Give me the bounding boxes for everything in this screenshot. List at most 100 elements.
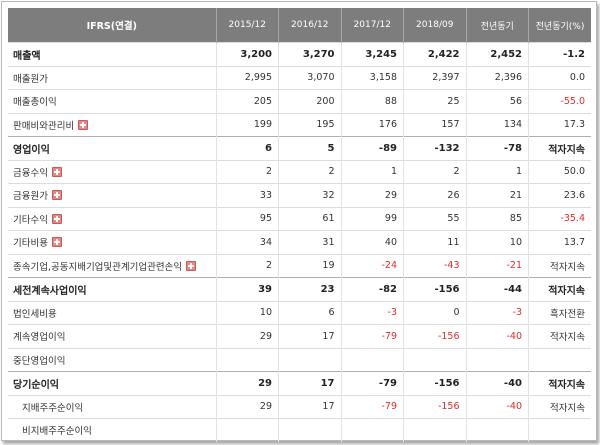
table-header-row: IFRS(연결) 2015/12 2016/12 2017/12 2018/09… xyxy=(8,8,591,43)
row-label: 기타비용 xyxy=(13,238,48,250)
value-cell: 34 xyxy=(215,230,279,254)
row-label: 당기순이익 xyxy=(13,379,59,391)
row-label: 지배주주순이익 xyxy=(22,402,84,414)
expand-plus-icon[interactable] xyxy=(186,260,197,271)
value-cell: -21 xyxy=(465,253,529,278)
value-cell: 29 xyxy=(215,371,279,395)
header-cell-2017-12: 2017/12 xyxy=(340,8,404,43)
row-label: 매출총이익 xyxy=(13,97,57,109)
row-label-cell[interactable]: 판매비와관리비 xyxy=(8,112,216,137)
row-label-cell[interactable]: 종속기업,공동지배기업및관계기업관련손익 xyxy=(8,253,216,278)
value-cell: 39 xyxy=(215,277,279,301)
value-cell: 88 xyxy=(340,89,404,113)
value-cell: 85 xyxy=(465,206,529,231)
value-cell: 2 xyxy=(215,159,279,184)
header-cell-2016-12: 2016/12 xyxy=(278,8,341,43)
value-cell: -3 xyxy=(465,300,529,325)
value-cell: 2,397 xyxy=(403,65,466,90)
row-label-cell: 매출원가 xyxy=(8,65,216,90)
header-cell-2018-09: 2018/09 xyxy=(403,8,466,43)
expand-plus-icon[interactable] xyxy=(51,213,62,224)
value-cell xyxy=(465,418,529,442)
value-cell: 29 xyxy=(215,324,279,348)
value-cell: 2 xyxy=(215,253,279,278)
value-cell: -79 xyxy=(340,371,404,395)
value-cell: -1.2 xyxy=(528,42,591,66)
income-statement-table: IFRS(연결) 2015/12 2016/12 2017/12 2018/09… xyxy=(8,8,591,442)
value-cell: 3,270 xyxy=(278,42,341,66)
row-label: 영업이익 xyxy=(13,144,50,156)
value-cell: 17 xyxy=(278,371,341,395)
value-cell: 11 xyxy=(403,230,466,254)
table-row: 금융수익 2 2 1 2 1 50.0 xyxy=(8,159,591,184)
value-cell: 6 xyxy=(215,136,279,160)
value-cell: 50.0 xyxy=(528,159,591,184)
value-cell: 25 xyxy=(403,89,466,113)
value-cell: 199 xyxy=(215,112,279,137)
row-label: 세전계속사업이익 xyxy=(13,285,87,297)
value-cell: 17.3 xyxy=(528,112,591,137)
value-cell xyxy=(403,418,466,442)
value-cell: 10 xyxy=(465,230,529,254)
value-cell xyxy=(340,418,404,442)
value-cell: -79 xyxy=(340,324,404,348)
value-cell: -156 xyxy=(403,324,466,348)
value-cell xyxy=(278,347,341,372)
expand-plus-icon[interactable] xyxy=(51,190,62,201)
row-label: 계속영업이익 xyxy=(13,332,66,344)
table-row: 기타수익 95 61 99 55 85 -35.4 xyxy=(8,206,591,231)
value-cell: 6 xyxy=(278,300,341,325)
row-label-cell[interactable]: 기타비용 xyxy=(8,230,216,254)
value-cell: -82 xyxy=(340,277,404,301)
value-cell: 적자지속 xyxy=(528,371,591,395)
value-cell: 61 xyxy=(278,206,341,231)
value-cell: -156 xyxy=(403,394,466,419)
row-label-cell: 세전계속사업이익 xyxy=(8,277,216,301)
value-cell xyxy=(528,418,591,442)
expand-plus-icon[interactable] xyxy=(51,237,62,248)
value-cell: 적자지속 xyxy=(528,253,591,278)
value-cell: 1 xyxy=(340,159,404,184)
row-label-cell: 영업이익 xyxy=(8,136,216,160)
table-row: 매출원가 2,995 3,070 3,158 2,397 2,396 0.0 xyxy=(8,65,591,90)
value-cell: 99 xyxy=(340,206,404,231)
row-label-cell[interactable]: 기타수익 xyxy=(8,206,216,231)
table-row: 지배주주순이익 29 17 -79 -156 -40 적자지속 xyxy=(8,394,591,419)
value-cell: -24 xyxy=(340,253,404,278)
table-row: 판매비와관리비 199 195 176 157 134 17.3 xyxy=(8,112,591,137)
expand-plus-icon[interactable] xyxy=(78,119,89,130)
value-cell: -40 xyxy=(465,324,529,348)
value-cell: 1 xyxy=(465,159,529,184)
row-label: 금융원가 xyxy=(13,191,48,203)
row-label: 법인세비용 xyxy=(13,308,57,320)
value-cell: 55 xyxy=(403,206,466,231)
value-cell: -35.4 xyxy=(528,206,591,231)
value-cell: 2,396 xyxy=(465,65,529,90)
value-cell xyxy=(403,347,466,372)
row-label-cell[interactable]: 금융수익 xyxy=(8,159,216,184)
value-cell: 32 xyxy=(278,183,341,207)
value-cell: 2 xyxy=(403,159,466,184)
value-cell: -78 xyxy=(465,136,529,160)
table-row: 계속영업이익 29 17 -79 -156 -40 적자지속 xyxy=(8,324,591,348)
value-cell: 95 xyxy=(215,206,279,231)
value-cell: 0 xyxy=(403,300,466,325)
value-cell xyxy=(465,347,529,372)
table-row: 세전계속사업이익 39 23 -82 -156 -44 적자지속 xyxy=(8,277,591,301)
header-cell-2015-12: 2015/12 xyxy=(215,8,279,43)
value-cell: -43 xyxy=(403,253,466,278)
row-label: 매출액 xyxy=(13,50,41,62)
row-label: 금융수익 xyxy=(13,167,48,179)
row-label-cell: 비지배주주순이익 xyxy=(8,418,216,442)
value-cell: 157 xyxy=(403,112,466,137)
value-cell xyxy=(215,347,279,372)
value-cell: 2,452 xyxy=(465,42,529,66)
row-label-cell: 매출총이익 xyxy=(8,89,216,113)
expand-plus-icon[interactable] xyxy=(51,166,62,177)
value-cell: 10 xyxy=(215,300,279,325)
value-cell: 0.0 xyxy=(528,65,591,90)
value-cell: 23 xyxy=(278,277,341,301)
value-cell: 31 xyxy=(278,230,341,254)
row-label-cell[interactable]: 금융원가 xyxy=(8,183,216,207)
value-cell: 적자지속 xyxy=(528,324,591,348)
